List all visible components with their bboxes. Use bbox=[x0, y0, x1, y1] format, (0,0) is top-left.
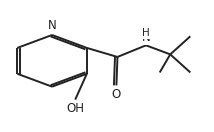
Text: H: H bbox=[142, 28, 150, 38]
Text: N: N bbox=[48, 19, 56, 32]
Text: O: O bbox=[112, 88, 121, 101]
Text: OH: OH bbox=[66, 102, 84, 115]
Text: N: N bbox=[142, 31, 150, 44]
